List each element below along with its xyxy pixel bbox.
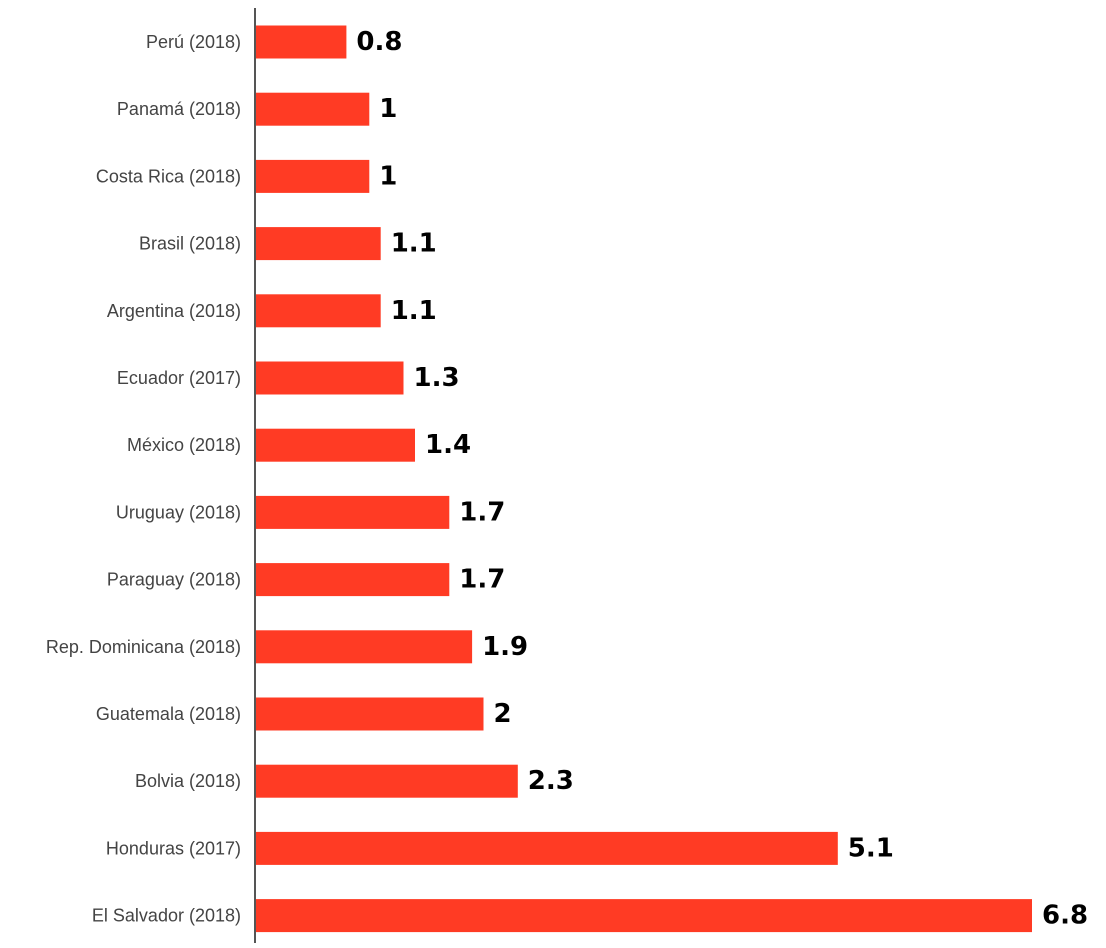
bar [255,697,484,731]
value-label: 1 [379,94,397,124]
bar [255,361,404,395]
category-label: Ecuador (2017) [117,368,241,388]
category-label: Paraguay (2018) [107,570,241,590]
value-label: 2 [494,699,512,729]
bar [255,92,370,126]
bar [255,428,415,462]
category-label: México (2018) [127,435,241,455]
value-label: 1.1 [391,229,437,259]
category-label: Uruguay (2018) [116,502,241,522]
bar [255,899,1032,933]
value-label: 0.8 [356,27,402,57]
value-label: 1.7 [459,565,505,595]
bar [255,25,347,59]
bar [255,159,370,193]
value-labels-layer: 0.8 1 1 1.1 1.1 1.3 1.4 1.7 1.7 1.9 2 2.3 5.1 6.8 [356,27,1088,931]
bar [255,227,381,261]
value-label: 6.8 [1042,901,1088,931]
bar [255,563,450,597]
value-label: 1 [379,161,397,191]
bar [255,831,838,865]
category-label: Honduras (2017) [106,838,241,858]
category-label: Guatemala (2018) [96,704,241,724]
value-label: 1.3 [414,363,460,393]
bars-layer [255,25,1032,933]
category-labels-layer: Perú (2018) Panamá (2018) Costa Rica (2018… [46,32,241,926]
value-label: 5.1 [848,833,894,863]
value-label: 1.9 [482,632,528,662]
category-label: Brasil (2018) [139,234,241,254]
bar [255,630,473,664]
category-label: Perú (2018) [146,32,241,52]
value-label: 2.3 [528,766,574,796]
category-label: Costa Rica (2018) [96,166,241,186]
category-label: Panamá (2018) [117,99,241,119]
bar [255,764,518,798]
value-label: 1.4 [425,430,471,460]
bar [255,495,450,529]
value-label: 1.1 [391,296,437,326]
bar [255,294,381,328]
category-label: El Salvador (2018) [92,906,241,926]
value-label: 1.7 [459,497,505,527]
category-label: Bolvia (2018) [135,771,241,791]
category-label: Argentina (2018) [107,301,241,321]
category-label: Rep. Dominicana (2018) [46,637,241,657]
